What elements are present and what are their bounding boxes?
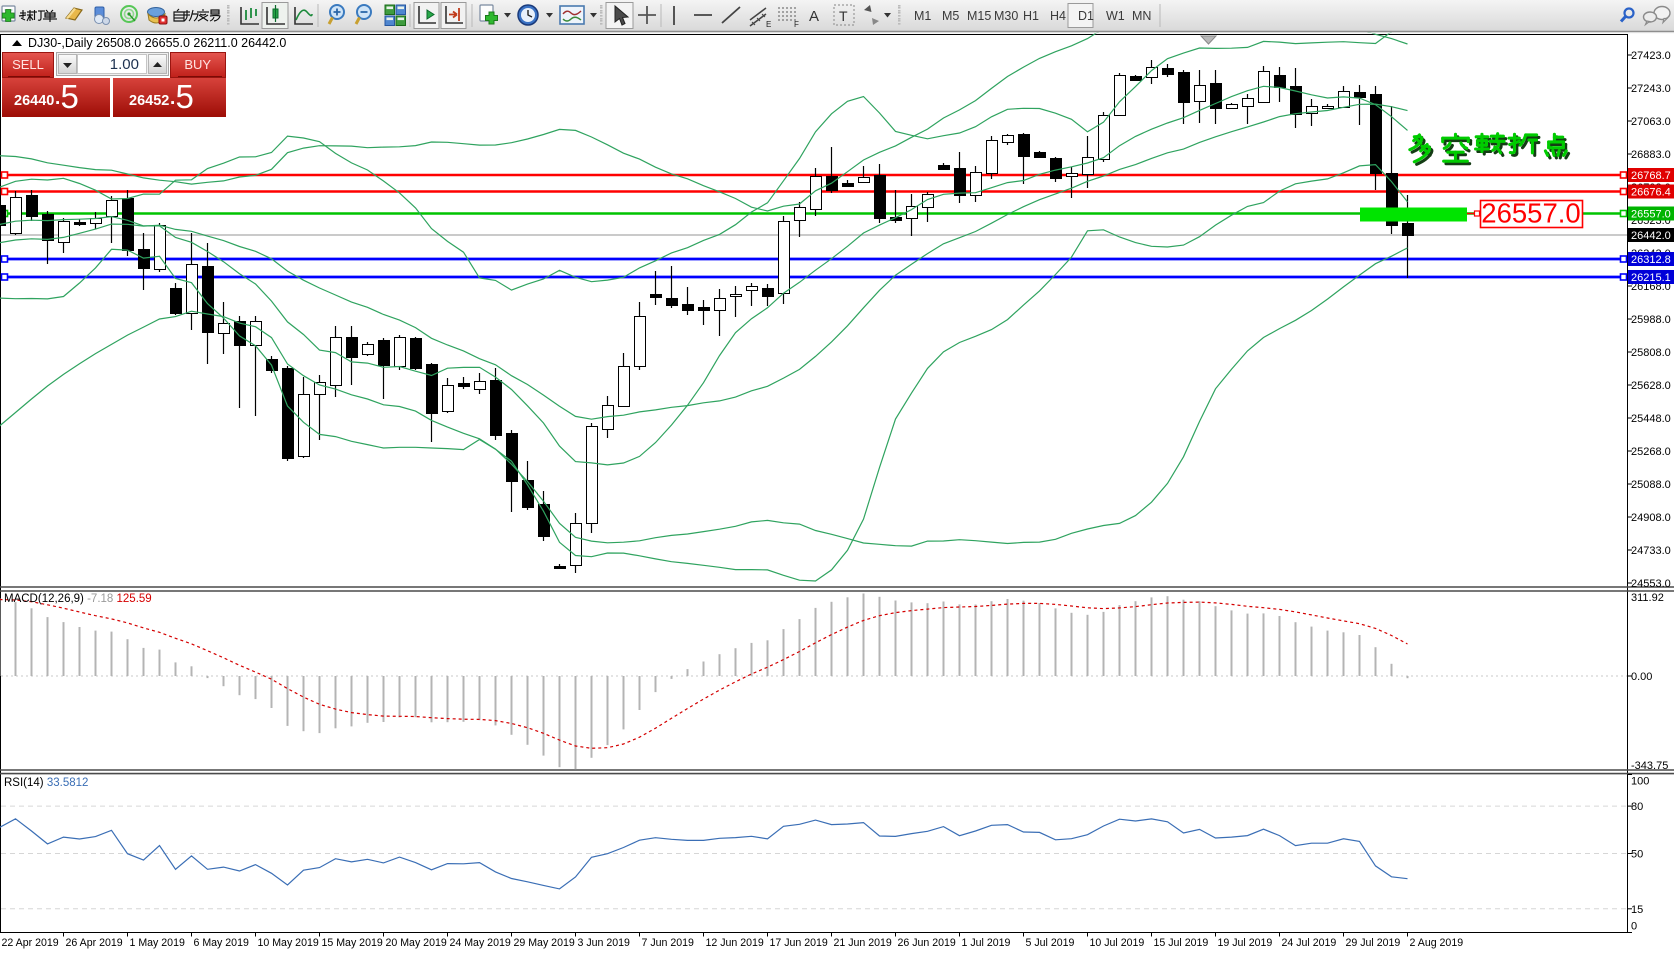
svg-text:26676.4: 26676.4 [1631,187,1671,199]
svg-text:M5: M5 [942,9,959,23]
svg-text:20 May 2019: 20 May 2019 [386,937,447,949]
svg-text:24553.0: 24553.0 [1631,578,1671,590]
svg-text:24 Jul 2019: 24 Jul 2019 [1282,937,1337,949]
svg-text:A: A [809,8,819,25]
svg-text:26312.8: 26312.8 [1631,254,1671,266]
svg-text:22 Apr 2019: 22 Apr 2019 [2,937,59,949]
svg-text:M1: M1 [914,9,931,23]
svg-text:26768.7: 26768.7 [1631,170,1671,182]
svg-text:15 Jul 2019: 15 Jul 2019 [1154,937,1209,949]
svg-text:DJ30-,Daily 26508.0 26655.0 2: DJ30-,Daily 26508.0 26655.0 26211.0 2644… [28,36,286,50]
svg-text:311.92: 311.92 [1631,592,1664,604]
svg-text:7 Jun 2019: 7 Jun 2019 [642,937,695,949]
svg-text:D1: D1 [1078,9,1094,23]
svg-text:25628.0: 25628.0 [1631,380,1671,392]
svg-text:24908.0: 24908.0 [1631,512,1671,524]
svg-text:25808.0: 25808.0 [1631,347,1671,359]
svg-text:0: 0 [1631,921,1637,933]
svg-text:29 May 2019: 29 May 2019 [514,937,575,949]
svg-text:15: 15 [1631,904,1643,916]
svg-text:80: 80 [1631,801,1643,813]
svg-text:T: T [839,8,848,24]
svg-text:27423.0: 27423.0 [1631,50,1671,62]
svg-text:26 Apr 2019: 26 Apr 2019 [66,937,123,949]
svg-text:27243.0: 27243.0 [1631,83,1671,95]
svg-text:26557.0: 26557.0 [1481,198,1580,229]
svg-text:E: E [766,20,771,29]
svg-text:26442.0: 26442.0 [1631,230,1671,242]
svg-text:12 Jun 2019: 12 Jun 2019 [706,937,764,949]
svg-text:MACD(12,26,9) -7.18 125.59: MACD(12,26,9) -7.18 125.59 [4,593,152,605]
svg-text:3 Jun 2019: 3 Jun 2019 [578,937,631,949]
svg-text:100: 100 [1631,775,1649,787]
svg-text:29 Jul 2019: 29 Jul 2019 [1346,937,1401,949]
svg-text:17 Jun 2019: 17 Jun 2019 [770,937,828,949]
svg-text:25268.0: 25268.0 [1631,446,1671,458]
svg-text:25988.0: 25988.0 [1631,314,1671,326]
svg-text:25448.0: 25448.0 [1631,413,1671,425]
svg-text:W1: W1 [1106,9,1125,23]
svg-text:F: F [794,20,799,29]
svg-text:19 Jul 2019: 19 Jul 2019 [1218,937,1273,949]
svg-text:26883.0: 26883.0 [1631,149,1671,161]
svg-text:2 Aug 2019: 2 Aug 2019 [1410,937,1464,949]
svg-text:10 May 2019: 10 May 2019 [258,937,319,949]
svg-text:26 Jun 2019: 26 Jun 2019 [898,937,956,949]
svg-text:-343.75: -343.75 [1631,760,1668,772]
svg-text:M15: M15 [967,9,991,23]
svg-text:24 May 2019: 24 May 2019 [450,937,511,949]
svg-text:26215.1: 26215.1 [1631,272,1671,284]
svg-text:MN: MN [1132,9,1151,23]
svg-text:15 May 2019: 15 May 2019 [322,937,383,949]
svg-text:1 May 2019: 1 May 2019 [130,937,185,949]
svg-text:50: 50 [1631,849,1643,861]
svg-text:26557.0: 26557.0 [1631,209,1671,221]
svg-text:6 May 2019: 6 May 2019 [194,937,249,949]
svg-text:5 Jul 2019: 5 Jul 2019 [1026,937,1075,949]
svg-text:H4: H4 [1050,9,1066,23]
svg-text:0.00: 0.00 [1631,671,1652,683]
svg-text:25088.0: 25088.0 [1631,479,1671,491]
svg-text:1 Jul 2019: 1 Jul 2019 [962,937,1011,949]
svg-text:RSI(14) 33.5812: RSI(14) 33.5812 [4,777,88,789]
svg-text:M30: M30 [994,9,1018,23]
svg-text:21 Jun 2019: 21 Jun 2019 [834,937,892,949]
svg-text:10 Jul 2019: 10 Jul 2019 [1090,937,1145,949]
svg-text:24733.0: 24733.0 [1631,545,1671,557]
svg-text:H1: H1 [1023,9,1039,23]
svg-text:27063.0: 27063.0 [1631,116,1671,128]
